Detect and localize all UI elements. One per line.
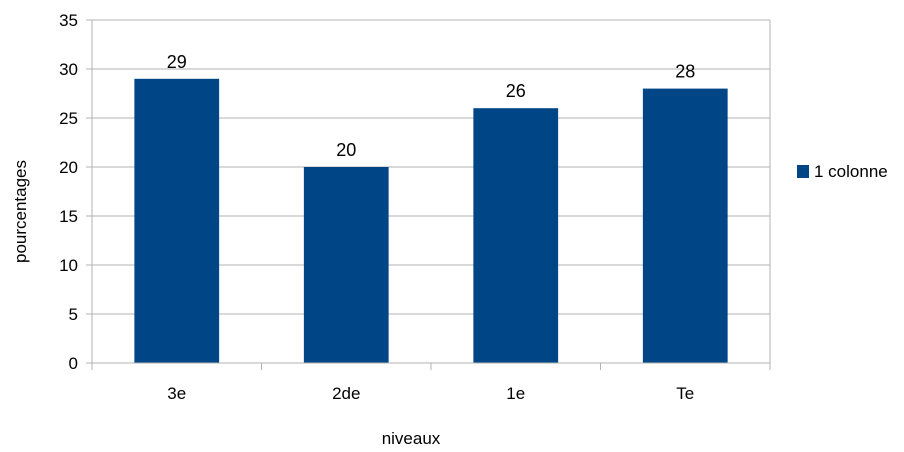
y-tick-label: 20 bbox=[59, 158, 78, 177]
legend-swatch bbox=[797, 165, 809, 178]
data-label: 26 bbox=[506, 81, 526, 101]
data-label: 28 bbox=[675, 62, 695, 82]
x-tick-label: Te bbox=[676, 384, 694, 403]
y-tick-label: 10 bbox=[59, 256, 78, 275]
y-tick-label: 30 bbox=[59, 60, 78, 79]
y-tick-label: 35 bbox=[59, 11, 78, 30]
axes bbox=[86, 19, 771, 370]
y-axis-title: pourcentages bbox=[11, 160, 30, 263]
y-tick-label: 0 bbox=[69, 354, 78, 373]
bar bbox=[642, 88, 728, 363]
y-tick-label: 25 bbox=[59, 109, 78, 128]
bar bbox=[303, 167, 389, 363]
data-label: 20 bbox=[336, 140, 356, 160]
labels: 0 5 10 15 20 25 30 35 29 3e 20 2de 26 1e 28 Te niveaux po… bbox=[11, 11, 695, 448]
x-tick-label: 1e bbox=[506, 384, 525, 403]
x-axis-title: niveaux bbox=[382, 429, 441, 448]
bar bbox=[473, 108, 559, 363]
bar bbox=[134, 78, 220, 364]
y-tick-label: 15 bbox=[59, 207, 78, 226]
x-tick-label: 3e bbox=[167, 384, 186, 403]
data-label: 29 bbox=[167, 52, 187, 72]
legend: 1 colonne bbox=[797, 162, 888, 181]
y-tick-label: 5 bbox=[69, 305, 78, 324]
bars bbox=[134, 78, 728, 364]
legend-label: 1 colonne bbox=[814, 162, 888, 181]
x-tick-label: 2de bbox=[332, 384, 360, 403]
